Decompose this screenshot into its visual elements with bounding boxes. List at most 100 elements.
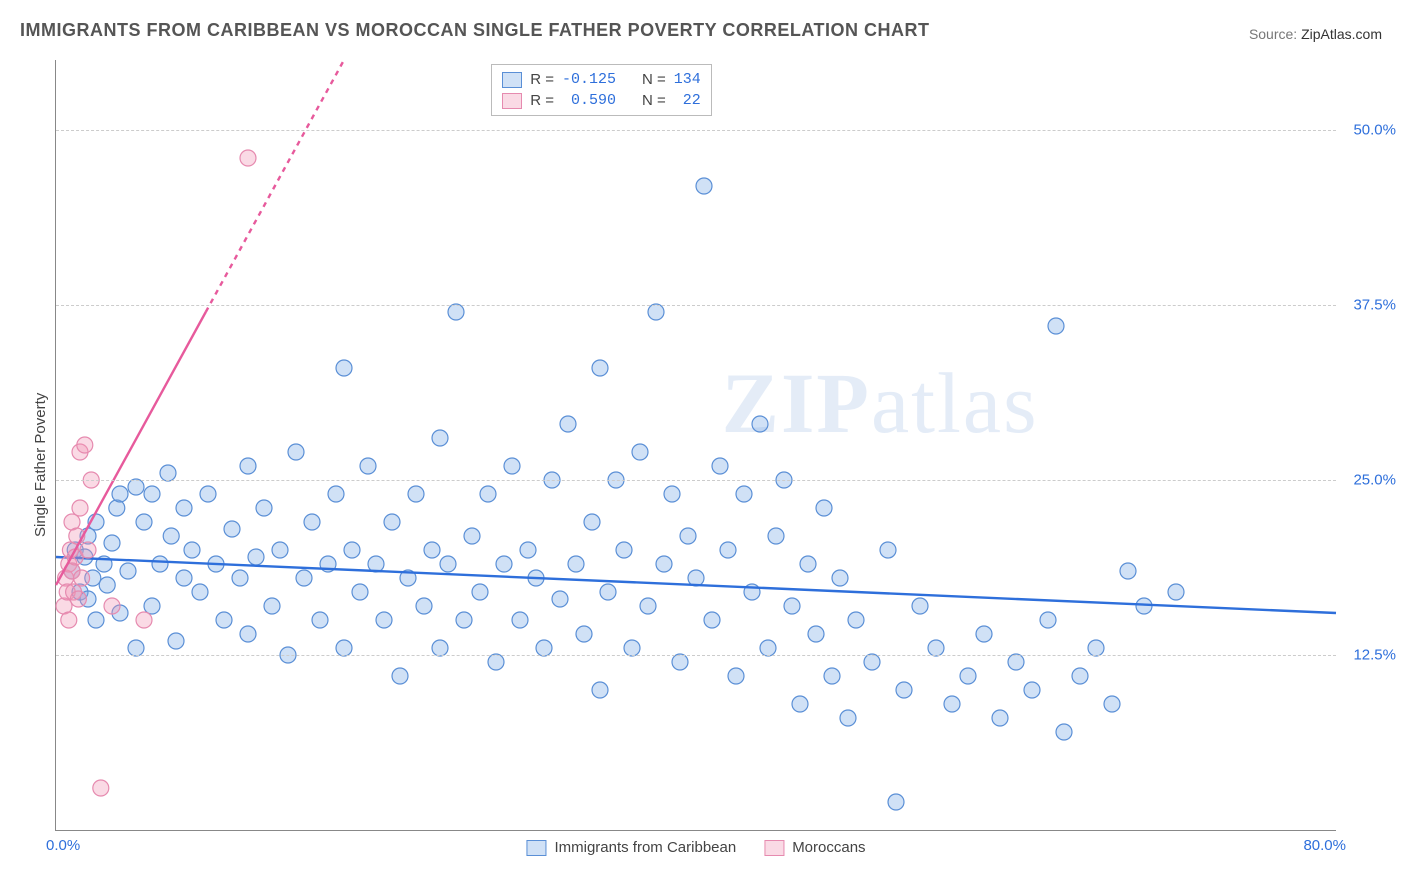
scatter-point xyxy=(424,542,440,558)
scatter-point xyxy=(960,668,976,684)
scatter-point xyxy=(288,444,304,460)
scatter-point xyxy=(248,549,264,565)
scatter-point xyxy=(704,612,720,628)
scatter-point xyxy=(752,416,768,432)
scatter-point xyxy=(272,542,288,558)
n-value: 134 xyxy=(674,71,701,88)
scatter-point xyxy=(200,486,216,502)
scatter-point xyxy=(136,514,152,530)
scatter-point xyxy=(664,486,680,502)
scatter-point xyxy=(488,654,504,670)
scatter-point xyxy=(792,696,808,712)
r-value: 0.590 xyxy=(562,92,616,109)
scatter-point xyxy=(656,556,672,572)
y-axis-title: Single Father Poverty xyxy=(32,393,49,537)
scatter-point xyxy=(72,500,88,516)
scatter-point xyxy=(456,612,472,628)
legend-swatch xyxy=(764,840,784,856)
scatter-point xyxy=(816,500,832,516)
scatter-point xyxy=(584,514,600,530)
scatter-point xyxy=(896,682,912,698)
series-name: Moroccans xyxy=(792,839,865,856)
scatter-point xyxy=(880,542,896,558)
scatter-point xyxy=(1040,612,1056,628)
scatter-point xyxy=(77,437,93,453)
scatter-point xyxy=(88,612,104,628)
x-axis-max-label: 80.0% xyxy=(1303,837,1346,854)
scatter-point xyxy=(336,360,352,376)
scatter-point xyxy=(696,178,712,194)
scatter-point xyxy=(416,598,432,614)
source-attribution: Source: ZipAtlas.com xyxy=(1249,26,1382,42)
scatter-point xyxy=(736,486,752,502)
scatter-point xyxy=(1104,696,1120,712)
scatter-point xyxy=(408,486,424,502)
scatter-point xyxy=(592,682,608,698)
legend-swatch xyxy=(526,840,546,856)
scatter-point xyxy=(1120,563,1136,579)
scatter-point xyxy=(1008,654,1024,670)
scatter-point xyxy=(176,500,192,516)
scatter-point xyxy=(184,542,200,558)
chart-plot-area: ZIPatlas Single Father Poverty 0.0% 80.0… xyxy=(55,60,1336,831)
r-value: -0.125 xyxy=(562,71,616,88)
scatter-point xyxy=(840,710,856,726)
y-tick-label: 50.0% xyxy=(1341,122,1396,139)
scatter-point xyxy=(168,633,184,649)
series-legend: Immigrants from CaribbeanMoroccans xyxy=(526,839,865,856)
scatter-point xyxy=(70,591,86,607)
stats-legend-row: R =-0.125N =134 xyxy=(502,69,701,90)
scatter-point xyxy=(784,598,800,614)
trend-line xyxy=(56,557,1336,613)
n-label: N = xyxy=(642,71,666,88)
scatter-point xyxy=(160,465,176,481)
scatter-point xyxy=(640,598,656,614)
scatter-point xyxy=(808,626,824,642)
scatter-point xyxy=(632,444,648,460)
scatter-point xyxy=(760,640,776,656)
scatter-point xyxy=(352,584,368,600)
scatter-point xyxy=(600,584,616,600)
scatter-point xyxy=(240,626,256,642)
scatter-point xyxy=(144,486,160,502)
scatter-point xyxy=(264,598,280,614)
scatter-svg xyxy=(56,60,1336,830)
scatter-point xyxy=(440,556,456,572)
scatter-point xyxy=(536,640,552,656)
scatter-point xyxy=(480,486,496,502)
scatter-point xyxy=(496,556,512,572)
n-label: N = xyxy=(642,92,666,109)
scatter-point xyxy=(504,458,520,474)
scatter-point xyxy=(240,150,256,166)
legend-swatch xyxy=(502,72,522,88)
scatter-point xyxy=(256,500,272,516)
scatter-point xyxy=(432,640,448,656)
scatter-point xyxy=(392,668,408,684)
scatter-point xyxy=(104,598,120,614)
scatter-point xyxy=(376,612,392,628)
scatter-point xyxy=(512,612,528,628)
scatter-point xyxy=(61,612,77,628)
y-tick-label: 37.5% xyxy=(1341,297,1396,314)
scatter-point xyxy=(93,780,109,796)
scatter-point xyxy=(560,416,576,432)
scatter-point xyxy=(648,304,664,320)
chart-title: IMMIGRANTS FROM CARIBBEAN VS MOROCCAN SI… xyxy=(20,20,930,41)
scatter-point xyxy=(336,640,352,656)
scatter-point xyxy=(296,570,312,586)
scatter-point xyxy=(728,668,744,684)
y-tick-label: 25.0% xyxy=(1341,472,1396,489)
scatter-point xyxy=(144,598,160,614)
scatter-point xyxy=(824,668,840,684)
gridline xyxy=(56,305,1336,306)
scatter-point xyxy=(720,542,736,558)
gridline xyxy=(56,480,1336,481)
scatter-point xyxy=(232,570,248,586)
scatter-point xyxy=(136,612,152,628)
stats-legend-row: R = 0.590N = 22 xyxy=(502,90,701,111)
scatter-point xyxy=(672,654,688,670)
scatter-point xyxy=(992,710,1008,726)
scatter-point xyxy=(120,563,136,579)
scatter-point xyxy=(128,479,144,495)
scatter-point xyxy=(1088,640,1104,656)
